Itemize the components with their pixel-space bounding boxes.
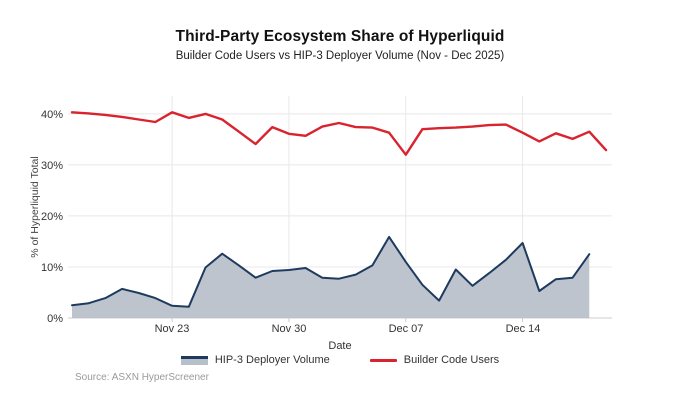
legend-item-hip3: HIP-3 Deployer Volume [180, 354, 330, 366]
source-note: Source: ASXN HyperScreener [75, 372, 209, 383]
y-tick-label-30: 30% [41, 160, 63, 172]
y-tick-label-40: 40% [41, 109, 63, 121]
x-tick-label-dec14: Dec 14 [506, 323, 541, 335]
series-layer [70, 111, 608, 318]
legend-label-builder: Builder Code Users [403, 354, 500, 366]
y-tick-label-20: 20% [41, 211, 63, 223]
x-tick-label-nov30: Nov 30 [272, 323, 307, 335]
hip3-area-swatch-icon [180, 355, 208, 365]
y-tick-label-0: 0% [47, 313, 63, 325]
x-axis-title: Date [328, 340, 351, 352]
x-tick-label-dec07: Dec 07 [389, 323, 424, 335]
y-tick-label-10: 10% [41, 262, 63, 274]
x-tick-label-nov23: Nov 23 [155, 323, 190, 335]
chart-legend: HIP-3 Deployer Volume Builder Code Users [0, 352, 680, 368]
builder-line-swatch-icon [369, 358, 397, 362]
legend-item-builder: Builder Code Users [369, 354, 500, 366]
chart-subtitle: Builder Code Users vs HIP-3 Deployer Vol… [175, 50, 505, 62]
y-axis-title: % of Hyperliquid Total [29, 156, 41, 257]
chart-title: Third-Party Ecosystem Share of Hyperliqu… [175, 28, 505, 45]
chart-canvas: 0% 10% 20% 30% 40% Nov 23 Nov 30 Dec 07 … [29, 96, 612, 352]
axis-layer: 0% 10% 20% 30% 40% Nov 23 Nov 30 Dec 07 … [29, 109, 540, 352]
legend-label-hip3: HIP-3 Deployer Volume [214, 354, 330, 366]
hip3-area-fill [72, 236, 590, 318]
hip3-deployer-line [71, 235, 591, 308]
builder-code-users-line [70, 111, 608, 156]
